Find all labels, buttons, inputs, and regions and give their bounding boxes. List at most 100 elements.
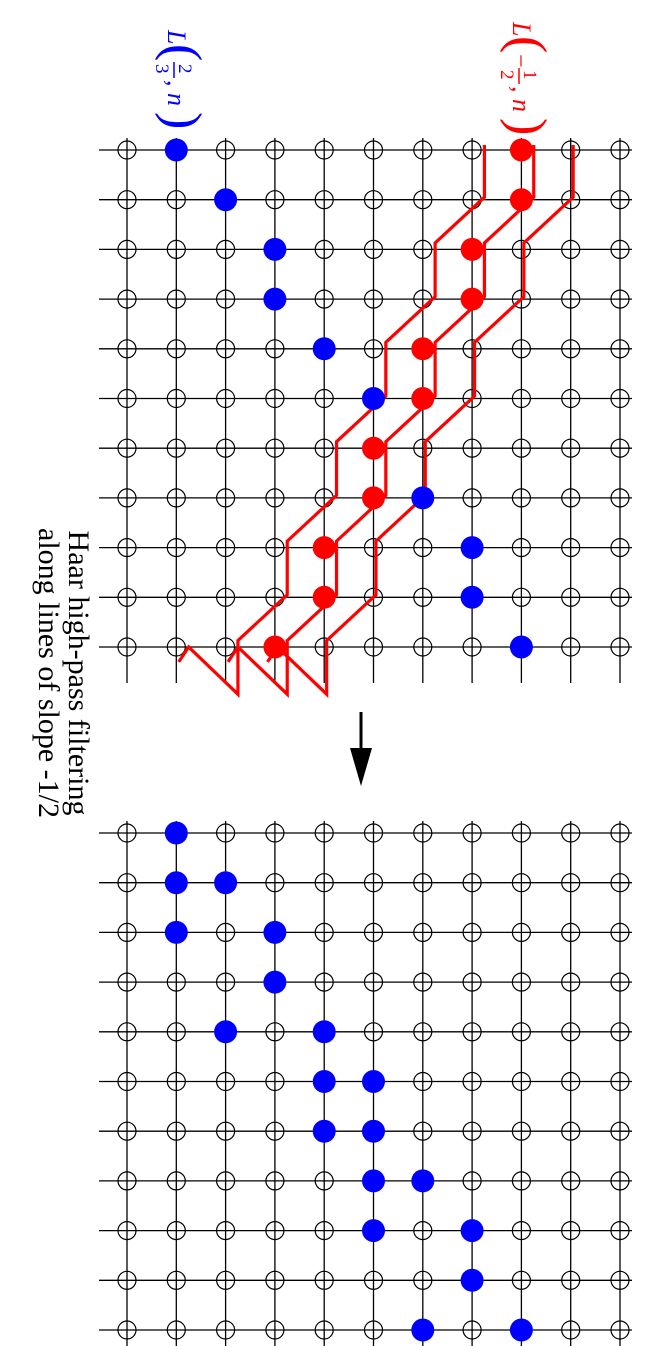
lattice-node bbox=[363, 922, 384, 943]
lattice-node bbox=[216, 922, 236, 943]
lattice-node bbox=[166, 289, 186, 309]
blue-lattice-point bbox=[164, 871, 188, 895]
lattice-node bbox=[314, 438, 334, 458]
red-lattice-point bbox=[362, 436, 385, 460]
blue-lattice-point bbox=[164, 920, 188, 944]
top-lattice bbox=[99, 138, 632, 683]
lattice-node bbox=[610, 587, 630, 607]
red-label-letter: L bbox=[507, 21, 536, 36]
lattice-node bbox=[166, 637, 186, 657]
lattice-node bbox=[363, 1270, 384, 1290]
lattice-node bbox=[413, 190, 433, 210]
blue-label-variable: , n bbox=[162, 80, 191, 106]
lattice-node bbox=[462, 388, 482, 409]
blue-lattice-point bbox=[362, 1169, 385, 1193]
lattice-node bbox=[413, 537, 433, 558]
lattice-node bbox=[117, 1022, 137, 1042]
lattice-node bbox=[117, 823, 137, 843]
lattice-node bbox=[561, 1022, 581, 1042]
lattice-node bbox=[166, 190, 186, 210]
blue-lattice-point bbox=[312, 1070, 336, 1093]
lattice-node bbox=[314, 873, 334, 893]
lattice-node bbox=[166, 972, 186, 992]
blue-label-denominator: 3 bbox=[151, 64, 172, 74]
lattice-node bbox=[561, 239, 581, 259]
lattice-node bbox=[511, 1022, 532, 1042]
lattice-node bbox=[314, 823, 334, 843]
lattice-node bbox=[265, 873, 285, 893]
lattice-node bbox=[314, 1320, 334, 1340]
lattice-node bbox=[117, 922, 137, 943]
lattice-node bbox=[462, 438, 482, 458]
lattice-node bbox=[117, 388, 137, 409]
lattice-node bbox=[561, 1071, 581, 1092]
lattice-node bbox=[363, 637, 384, 657]
lattice-node bbox=[265, 388, 285, 409]
lattice-node bbox=[561, 438, 581, 458]
lattice-node bbox=[216, 339, 236, 359]
lattice-node bbox=[610, 922, 630, 943]
lattice-node bbox=[216, 1320, 236, 1340]
blue-lattice-point bbox=[164, 821, 188, 845]
lattice-node bbox=[117, 438, 137, 458]
lattice-node bbox=[265, 1320, 285, 1340]
blue-lattice-point bbox=[411, 486, 435, 510]
lattice-node bbox=[462, 488, 482, 508]
lattice-node bbox=[117, 1270, 137, 1290]
red-lattice-point bbox=[312, 585, 336, 609]
lattice-node bbox=[265, 190, 285, 210]
lattice-node bbox=[413, 922, 433, 943]
red-lattice-point bbox=[509, 138, 533, 162]
lattice-node bbox=[561, 537, 581, 558]
lattice-node bbox=[117, 1220, 137, 1241]
lattice-node bbox=[511, 1270, 532, 1290]
lattice-node bbox=[413, 1071, 433, 1092]
lattice-node bbox=[511, 922, 532, 943]
lattice-node bbox=[561, 1171, 581, 1191]
lattice-node bbox=[413, 1270, 433, 1290]
lattice-node bbox=[413, 637, 433, 657]
lattice-node bbox=[561, 823, 581, 843]
lattice-node bbox=[117, 339, 137, 359]
lattice-node bbox=[265, 1171, 285, 1191]
lattice-node bbox=[610, 339, 630, 359]
lattice-node bbox=[314, 190, 334, 210]
blue-lattice-point bbox=[509, 635, 533, 659]
blue-lattice-point bbox=[263, 237, 287, 261]
lattice-node bbox=[265, 1270, 285, 1290]
blue-lattice-point bbox=[362, 1070, 385, 1093]
blue-lattice-point bbox=[460, 585, 484, 609]
lattice-node bbox=[216, 1220, 236, 1241]
red-label-numerator: 1 bbox=[519, 70, 540, 80]
lattice-node bbox=[610, 239, 630, 259]
lattice-node bbox=[265, 488, 285, 508]
caption-line-1: Haar high-pass filtering bbox=[62, 531, 95, 816]
red-label-open-paren: ( bbox=[499, 36, 556, 53]
lattice-node bbox=[166, 1270, 186, 1290]
red-filter-boundary bbox=[177, 145, 487, 698]
lattice-node bbox=[610, 1270, 630, 1290]
lattice-node bbox=[265, 823, 285, 843]
lattice-node bbox=[117, 488, 137, 508]
lattice-node bbox=[511, 388, 532, 409]
lattice-node bbox=[511, 587, 532, 607]
lattice-node bbox=[314, 239, 334, 259]
lattice-node bbox=[117, 1071, 137, 1092]
blue-lattice-point bbox=[460, 1268, 484, 1292]
lattice-node bbox=[363, 537, 384, 558]
blue-lattice-point bbox=[214, 871, 238, 895]
lattice-node bbox=[511, 1071, 532, 1092]
lattice-node bbox=[117, 289, 137, 309]
lattice-node bbox=[166, 388, 186, 409]
red-label-sign: − bbox=[507, 54, 533, 68]
lattice-node bbox=[216, 289, 236, 309]
red-lattice-point bbox=[460, 237, 484, 261]
lattice-node bbox=[265, 1220, 285, 1241]
lattice-node bbox=[462, 140, 482, 160]
lattice-node bbox=[265, 140, 285, 160]
arrow-down-icon bbox=[350, 712, 372, 786]
bottom-lattice bbox=[99, 821, 632, 1346]
lattice-node bbox=[610, 537, 630, 558]
lattice-node bbox=[216, 1121, 236, 1141]
